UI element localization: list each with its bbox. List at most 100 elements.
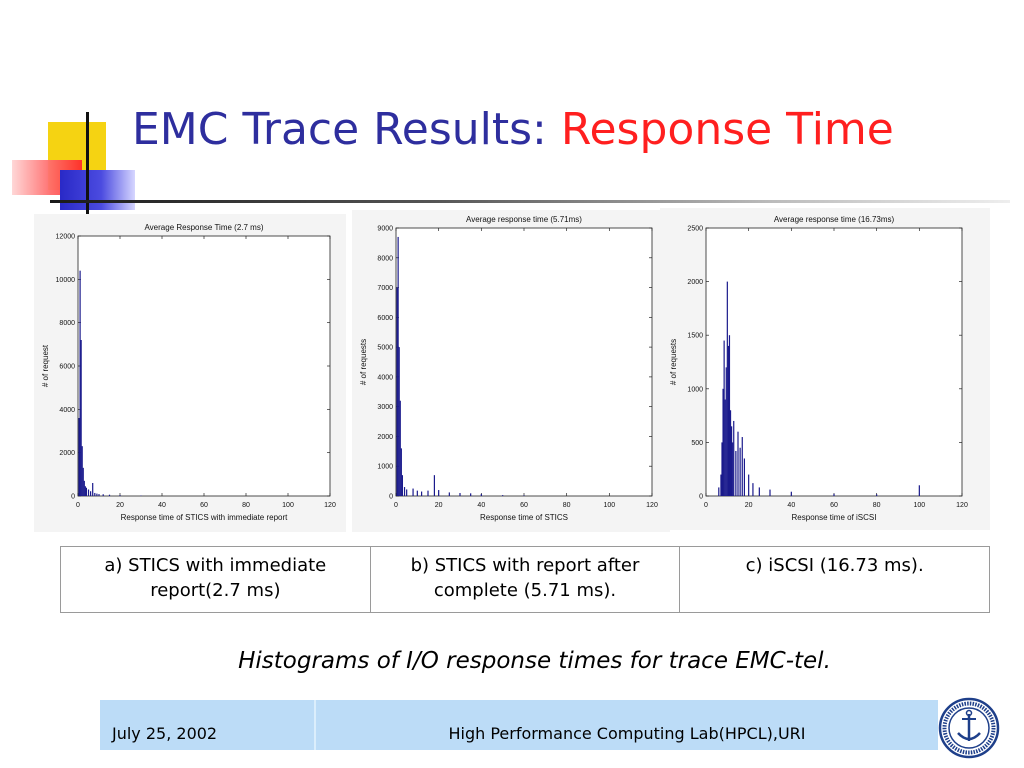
- histogram-bar: [416, 490, 418, 496]
- university-seal-icon: [938, 697, 1000, 759]
- histogram-bar: [769, 489, 771, 496]
- chart-title: Average Response Time (2.7 ms): [144, 223, 263, 232]
- y-tick-label: 1000: [687, 386, 703, 393]
- histogram-bar: [412, 488, 414, 496]
- x-axis-label: Response time of iSCSI: [792, 513, 877, 522]
- y-axis-label: # of requests: [669, 339, 678, 385]
- caption-c: c) iSCSI (16.73 ms).: [679, 546, 990, 613]
- histogram-bar: [84, 486, 86, 496]
- histogram-bar: [733, 420, 735, 496]
- histogram-bar: [729, 410, 732, 496]
- histogram-bar: [396, 287, 398, 496]
- histogram-bar: [741, 437, 743, 496]
- y-tick-label: 500: [691, 440, 703, 447]
- histogram-bar: [722, 388, 724, 496]
- histogram-bar: [82, 467, 84, 496]
- histogram-bar: [427, 490, 429, 496]
- x-tick-label: 60: [200, 502, 208, 509]
- histogram-bar: [725, 367, 727, 496]
- y-tick-label: 2500: [687, 226, 703, 233]
- y-tick-label: 6000: [59, 364, 75, 371]
- x-tick-label: 80: [563, 502, 571, 509]
- histogram-bar: [758, 487, 760, 496]
- caption-a: a) STICS with immediate report(2.7 ms): [60, 546, 371, 613]
- histogram-bar: [401, 475, 403, 496]
- histogram-immediate-report: Average Response Time (2.7 ms) 0 2000 4000 6…: [34, 214, 346, 532]
- histogram-bar: [739, 447, 741, 496]
- histogram-bar: [78, 418, 80, 496]
- y-tick-label: 2000: [687, 279, 703, 286]
- x-tick-label: 60: [520, 502, 528, 509]
- y-tick-label: 4000: [377, 374, 393, 381]
- y-tick-label: 1500: [687, 333, 703, 340]
- x-tick-label: 20: [116, 502, 124, 509]
- histogram-bar: [92, 483, 94, 496]
- x-tick-label: 40: [158, 502, 166, 509]
- x-tick-label: 0: [704, 502, 708, 509]
- y-tick-label: 8000: [59, 320, 75, 327]
- y-tick-label: 3000: [377, 404, 393, 411]
- histogram-bar: [743, 458, 745, 496]
- histogram-bar: [438, 490, 440, 496]
- y-tick-label: 7000: [377, 285, 393, 292]
- y-tick-label: 0: [71, 494, 75, 501]
- histogram-bar: [470, 493, 472, 496]
- y-tick-label: 4000: [59, 407, 75, 414]
- histogram-bar: [737, 431, 739, 496]
- y-tick-label: 10000: [56, 277, 76, 284]
- histogram-bar: [724, 399, 726, 496]
- y-tick-label: 1000: [377, 464, 393, 471]
- y-axis-label: # of requests: [359, 339, 368, 385]
- histogram-bar: [399, 400, 401, 496]
- footer-divider: [314, 700, 316, 750]
- histogram-bar: [502, 495, 504, 496]
- figure-footnote: Histograms of I/O response times for tra…: [238, 648, 831, 674]
- histogram-bar: [90, 491, 92, 496]
- x-tick-label: 120: [324, 502, 336, 509]
- histogram-bar: [721, 442, 723, 496]
- y-tick-label: 2000: [59, 450, 75, 457]
- histogram-bar: [87, 489, 90, 496]
- x-tick-label: 0: [394, 502, 398, 509]
- histogram-bar: [720, 474, 722, 496]
- histogram-bar: [480, 493, 482, 496]
- histogram-bar: [403, 487, 406, 496]
- histogram-bar: [80, 340, 82, 496]
- histogram-bar: [85, 487, 87, 496]
- title-underline: [50, 200, 1010, 203]
- histogram-bar: [732, 442, 734, 496]
- histogram-bar: [833, 493, 835, 496]
- chart-title: Average response time (16.73ms): [774, 215, 895, 224]
- plot-area: [395, 227, 653, 497]
- y-tick-label: 2000: [377, 434, 393, 441]
- histogram-bar: [448, 492, 450, 496]
- histogram-bar: [397, 236, 399, 496]
- x-tick-label: 40: [787, 502, 795, 509]
- footer-date: July 25, 2002: [112, 724, 218, 743]
- histogram-bar: [79, 270, 81, 496]
- histogram-bar: [723, 340, 725, 496]
- decorative-blue-bar: [60, 170, 135, 210]
- caption-table: a) STICS with immediate report(2.7 ms) b…: [60, 546, 990, 613]
- histogram-bar: [748, 474, 750, 496]
- x-tick-label: 80: [242, 502, 250, 509]
- x-tick-label: 20: [435, 502, 443, 509]
- y-tick-label: 0: [699, 494, 703, 501]
- histogram-bar: [523, 495, 525, 496]
- histogram-bar: [406, 489, 408, 496]
- histogram-bar: [718, 487, 720, 496]
- histogram-bar: [752, 483, 754, 496]
- caption-b: b) STICS with report after complete (5.7…: [369, 546, 681, 613]
- x-tick-label: 60: [830, 502, 838, 509]
- histogram-bar: [83, 480, 85, 496]
- footer-organization: High Performance Computing Lab(HPCL),URI: [448, 724, 806, 743]
- title-part-1: EMC Trace Results:: [132, 104, 561, 155]
- histogram-bar: [459, 493, 461, 496]
- histogram-bar: [96, 493, 98, 496]
- histogram-bar: [94, 492, 96, 496]
- histogram-bar: [790, 491, 792, 496]
- title-part-2: Response Time: [560, 104, 894, 155]
- histogram-bar: [728, 335, 731, 496]
- histogram-bar: [735, 450, 737, 496]
- histogram-bar: [876, 494, 878, 496]
